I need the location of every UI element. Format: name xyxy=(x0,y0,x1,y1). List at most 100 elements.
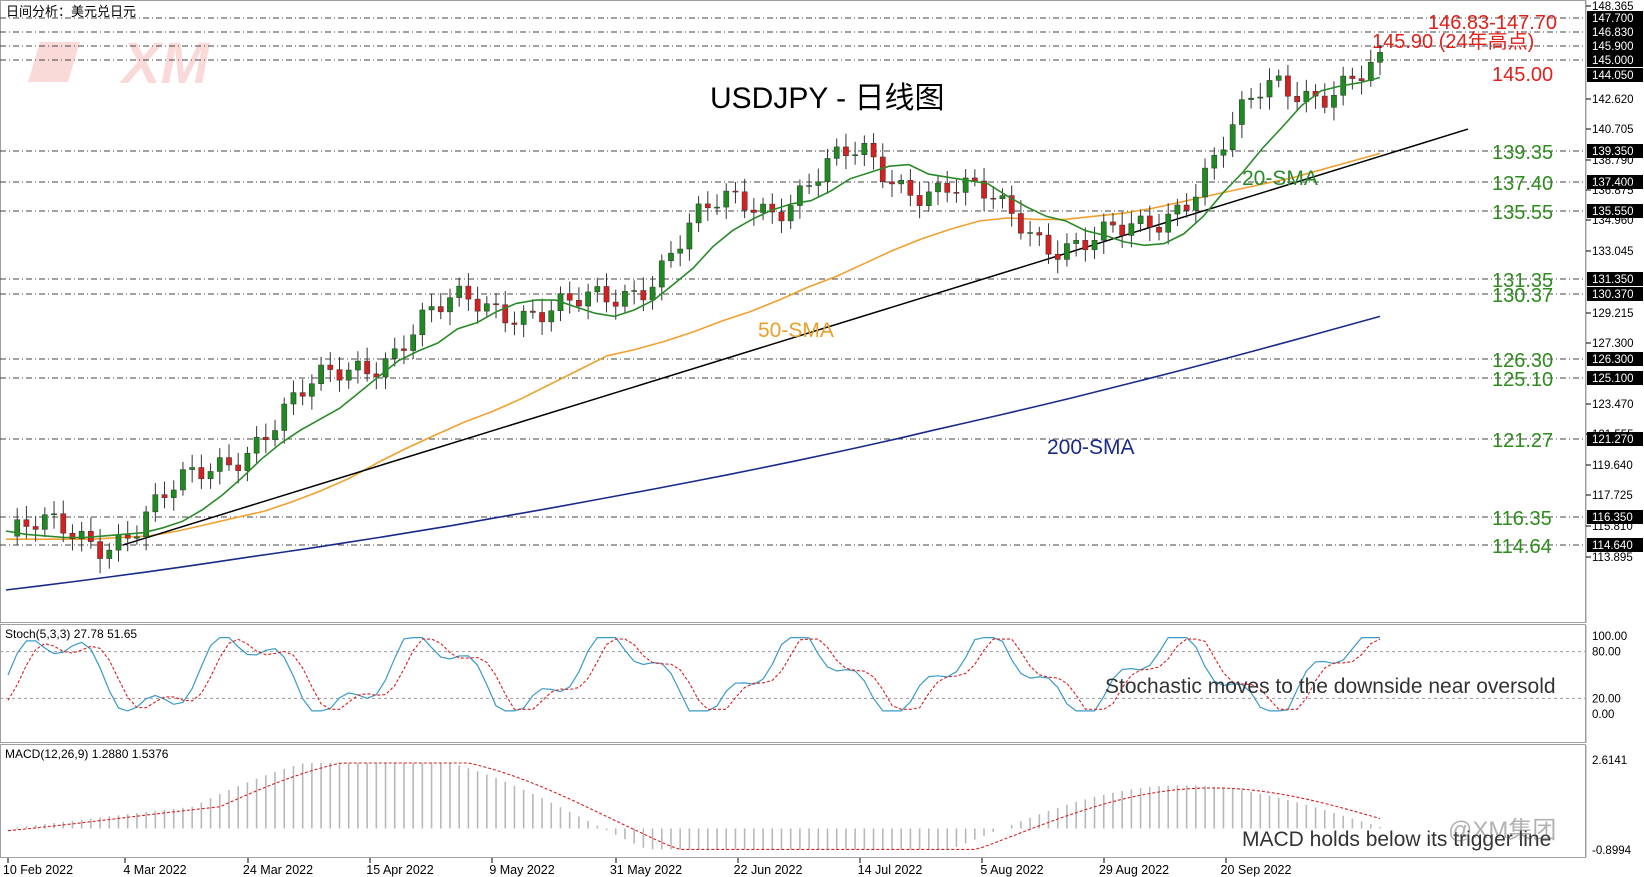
candle-body xyxy=(281,403,288,431)
level-label: 137.40 xyxy=(1492,173,1553,195)
candle-body xyxy=(447,297,453,313)
candle-body xyxy=(778,211,785,222)
x-tick-label: 9 May 2022 xyxy=(489,863,554,877)
candle-body xyxy=(704,203,711,209)
level-label: 135.55 xyxy=(1492,202,1553,224)
candle-body xyxy=(1220,149,1227,156)
stoch-tick-label: 100.00 xyxy=(1592,631,1627,643)
candle-body xyxy=(465,285,472,300)
candle-body xyxy=(1239,99,1245,125)
candle-body xyxy=(594,286,601,293)
candle-body xyxy=(861,142,868,155)
branding-watermark: @XM集团 xyxy=(1448,817,1556,844)
level-label: 121.27 xyxy=(1492,430,1553,452)
price-tag-bg xyxy=(1587,272,1643,286)
sma50-line xyxy=(6,152,1381,541)
candle-body xyxy=(1321,95,1328,108)
xm-watermark-logo: XM xyxy=(28,31,211,96)
candle-body xyxy=(751,209,757,213)
price-tick-label: 144.050 xyxy=(1592,70,1634,82)
candle-body xyxy=(189,467,196,470)
level-label: 145.90 (24年高点) xyxy=(1372,30,1534,53)
price-tick-label: 127.300 xyxy=(1592,338,1634,350)
candle-body xyxy=(658,260,665,288)
candle-body xyxy=(1202,167,1208,198)
price-tag-bg xyxy=(1587,510,1643,524)
candle-body xyxy=(272,430,278,441)
candle-body xyxy=(907,180,914,196)
price-tag-bg xyxy=(1587,11,1643,25)
candle-body xyxy=(290,392,297,405)
macd-signal-line xyxy=(7,762,1381,850)
level-label: 131.35 xyxy=(1492,270,1553,292)
candle-body xyxy=(603,286,610,303)
candle-body xyxy=(511,322,518,325)
candle-body xyxy=(806,185,812,187)
candle-body xyxy=(345,369,352,381)
x-tick-label: 15 Apr 2022 xyxy=(366,863,433,877)
x-tick-label: 24 Mar 2022 xyxy=(243,863,313,877)
candle-body xyxy=(1211,155,1218,169)
candle-body xyxy=(576,299,582,307)
stoch-tick-label: 0.00 xyxy=(1592,709,1614,721)
candle-body xyxy=(198,467,205,480)
price-tag-bg xyxy=(1587,352,1643,366)
candle-body xyxy=(1008,195,1015,214)
candle-body xyxy=(262,436,269,441)
candle-body xyxy=(530,310,536,313)
candle-body xyxy=(170,489,177,498)
price-tick-label: 135.550 xyxy=(1592,206,1634,218)
price-tag-bg xyxy=(1587,39,1643,53)
candle-body xyxy=(953,192,960,194)
x-tick-label: 31 May 2022 xyxy=(610,863,682,877)
candle-body xyxy=(364,360,370,375)
candle-body xyxy=(1156,227,1162,233)
candle-body xyxy=(833,146,840,159)
price-tick-label: 140.705 xyxy=(1592,124,1634,136)
candle-body xyxy=(1018,213,1024,234)
candle-body xyxy=(539,312,545,323)
candle-body xyxy=(115,534,122,551)
candle-body xyxy=(649,286,656,301)
price-tag-bg xyxy=(1587,204,1643,218)
macd-tick-label: -0.8994 xyxy=(1592,845,1632,857)
candle-body xyxy=(889,181,895,185)
candle-body xyxy=(382,358,389,378)
candle-body xyxy=(962,177,969,193)
macd-annotation: MACD holds below its trigger line xyxy=(1242,828,1551,851)
price-tick-label: 146.830 xyxy=(1592,27,1634,39)
candle-body xyxy=(216,457,223,472)
candle-body xyxy=(235,464,242,471)
candle-body xyxy=(1183,204,1190,211)
candle-body xyxy=(916,195,923,206)
candle-body xyxy=(134,536,140,539)
candle-body xyxy=(226,457,232,466)
candle-body xyxy=(925,191,932,206)
candle-body xyxy=(1285,75,1291,97)
x-tick-label: 14 Jul 2022 xyxy=(858,863,923,877)
candle-body xyxy=(474,298,481,312)
candle-body xyxy=(410,334,417,351)
candle-body xyxy=(695,203,702,224)
candle-body xyxy=(419,309,426,336)
candle-body xyxy=(437,306,444,313)
price-tick-label: 138.790 xyxy=(1592,155,1634,167)
sma20-label: 20-SMA xyxy=(1242,167,1318,190)
candle-body xyxy=(1100,221,1107,241)
candle-body xyxy=(1248,97,1254,100)
candle-body xyxy=(1036,232,1043,236)
candle-body xyxy=(1367,62,1374,81)
stoch-annotation: Stochastic moves to the downside near ov… xyxy=(1105,675,1556,698)
price-tag-bg xyxy=(1587,432,1643,446)
candle-body xyxy=(253,436,260,454)
candle-body xyxy=(714,206,720,209)
price-tag-bg xyxy=(1587,144,1643,158)
candle-body xyxy=(1054,253,1061,260)
price-tick-label: 117.725 xyxy=(1592,490,1633,502)
candle-body xyxy=(309,383,315,397)
candle-body xyxy=(502,304,509,324)
candle-body xyxy=(244,452,251,471)
price-tick-label: 130.370 xyxy=(1592,289,1634,301)
candle-body xyxy=(1174,204,1181,215)
